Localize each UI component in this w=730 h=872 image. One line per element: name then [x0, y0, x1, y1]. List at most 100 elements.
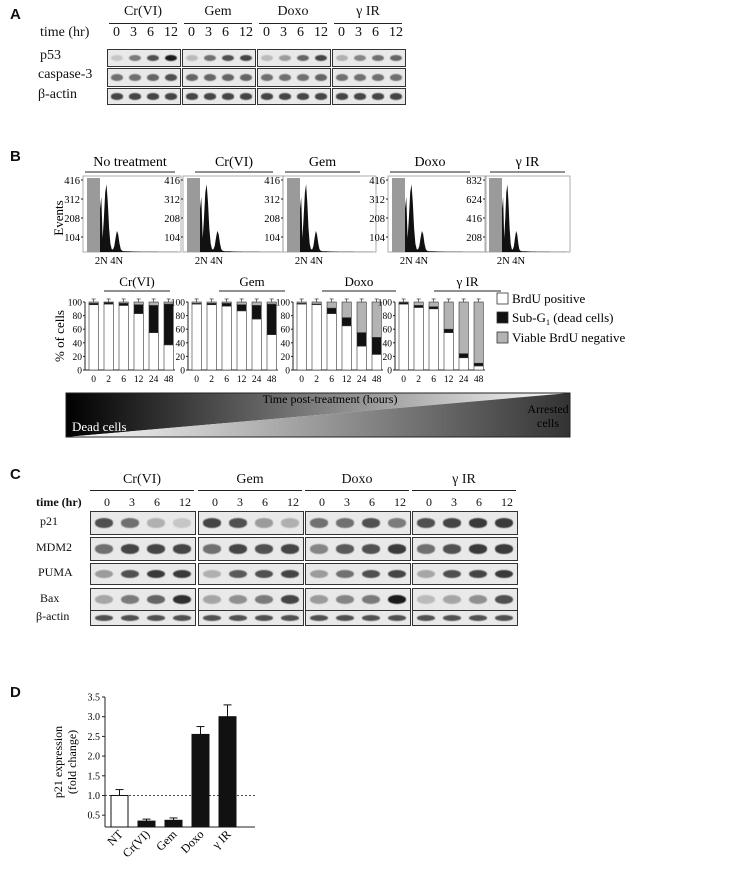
stacked-xtick-label: 6 — [329, 375, 334, 385]
stacked-bar-segment — [236, 304, 247, 312]
blot-band — [389, 54, 403, 62]
panel-c-letter: C — [10, 466, 21, 483]
panel-d-ytick-label: 3.5 — [88, 693, 101, 704]
stacked-bar-segment — [221, 301, 232, 304]
panel-d-xtick-label: γ IR — [209, 827, 234, 852]
stacked-bar-segment — [356, 332, 367, 347]
legend-swatch — [496, 292, 509, 305]
blot-band — [146, 569, 166, 579]
panel-a-group-title: γ IR — [356, 4, 380, 19]
blot-band — [94, 544, 114, 554]
panel-a-time-label: 3 — [280, 25, 287, 40]
stacked-xtick-label: 48 — [474, 375, 484, 385]
blot-band — [94, 569, 114, 579]
stacked-bar-segment — [443, 328, 454, 333]
stacked-bar-segment — [191, 303, 202, 371]
stacked-xtick-label: 48 — [267, 375, 277, 385]
stacked-bar-segment — [221, 305, 232, 371]
blot-band — [172, 569, 192, 579]
histogram-ytick-label: 416 — [369, 176, 385, 187]
blot-band — [335, 93, 349, 100]
panel-c-time-axis-label: time (hr) — [36, 495, 82, 509]
stacked-bar-segment — [206, 301, 217, 304]
stacked-ytick-label: 0 — [77, 367, 82, 377]
stacked-bar-segment — [371, 337, 382, 355]
stacked-ytick-label: 100 — [276, 299, 291, 309]
histogram-ytick-label: 832 — [466, 176, 482, 187]
histogram-ytick-label: 312 — [369, 195, 385, 206]
blot-band — [280, 595, 300, 604]
blot-band — [494, 544, 514, 554]
blot-band — [296, 54, 310, 62]
stacked-bar-segment — [118, 305, 129, 371]
histogram-ytick-label: 208 — [466, 233, 482, 244]
stacked-ytick-label: 40 — [73, 339, 83, 349]
stacked-bar-segment — [356, 345, 367, 371]
blot-band — [353, 93, 367, 100]
histogram-title: Gem — [309, 155, 336, 170]
stacked-chart-title: γ IR — [456, 274, 479, 289]
legend-swatch — [496, 311, 509, 324]
panel-c-row-label: p21 — [40, 514, 58, 528]
panel-a-time-label: 0 — [338, 25, 345, 40]
panel-d-ytick-label: 2.5 — [88, 732, 101, 743]
blot-band — [203, 54, 217, 62]
caspase-3-blot — [107, 68, 181, 87]
blot-band — [94, 595, 114, 604]
stacked-bar-segment — [148, 332, 159, 371]
blot-band — [280, 615, 300, 621]
blot-band — [309, 569, 329, 579]
histogram-distribution — [100, 184, 178, 252]
stacked-bar-segment — [266, 303, 277, 335]
panel-a-time-label: 0 — [188, 25, 195, 40]
stacked-xtick-label: 2 — [209, 375, 214, 385]
stacked-xtick-label: 6 — [224, 375, 229, 385]
stacked-bar-segment — [428, 301, 439, 308]
stacked-xtick-label: 12 — [342, 375, 352, 385]
blot-band — [221, 73, 235, 82]
blot-band — [361, 569, 381, 579]
blot-band — [314, 73, 328, 82]
panel-d-ytick-label: 1.5 — [88, 771, 101, 782]
panel-c-group-title: Cr(VI) — [122, 472, 162, 487]
panel-d-ytick-label: 3.0 — [88, 712, 101, 723]
blot-band — [314, 93, 328, 100]
histogram-ytick-label: 208 — [164, 214, 180, 225]
histogram-ytick-label: 208 — [369, 214, 385, 225]
blot-band — [94, 518, 114, 528]
blot-band — [335, 544, 355, 554]
histogram-ytick-label: 416 — [64, 176, 80, 187]
histogram-title: Doxo — [414, 155, 445, 170]
stacked-bar-segment — [458, 357, 469, 371]
panel-d-xtick-label: NT — [104, 827, 126, 849]
histogram-title: No treatment — [93, 155, 167, 170]
blot-band — [442, 518, 462, 528]
stacked-xtick-label: 12 — [134, 375, 144, 385]
stacked-xtick-label: 12 — [237, 375, 247, 385]
stacked-bar-segment — [191, 301, 202, 304]
beta-actin-blot — [412, 610, 518, 626]
blot-band — [228, 518, 248, 528]
blot-band — [110, 93, 124, 100]
gradient-arrested — [66, 393, 570, 437]
panel-a-group-underline — [259, 23, 327, 24]
panel-c-time-label: 6 — [369, 495, 375, 509]
stacked-ytick-label: 60 — [73, 326, 83, 336]
panel-c-time-label: 3 — [451, 495, 457, 509]
histogram-ylabel: Events — [51, 200, 66, 235]
stacked-ytick-label: 60 — [281, 326, 291, 336]
panel-c-time-label: 6 — [476, 495, 482, 509]
blot-band — [254, 595, 274, 604]
stacked-chart-title: Gem — [239, 274, 264, 289]
panel-a-time-label: 12 — [389, 25, 403, 40]
panel-c-time-label: 6 — [154, 495, 160, 509]
stacked-bar-segment — [206, 304, 217, 371]
blot-band — [254, 569, 274, 579]
stacked-bar-segment — [326, 301, 337, 309]
stacked-chart-title: Cr(VI) — [119, 274, 154, 289]
blot-band — [146, 73, 160, 82]
legend-label: Viable BrdU negative — [512, 330, 626, 345]
blot-band — [146, 54, 160, 62]
bax-blot — [412, 588, 518, 611]
